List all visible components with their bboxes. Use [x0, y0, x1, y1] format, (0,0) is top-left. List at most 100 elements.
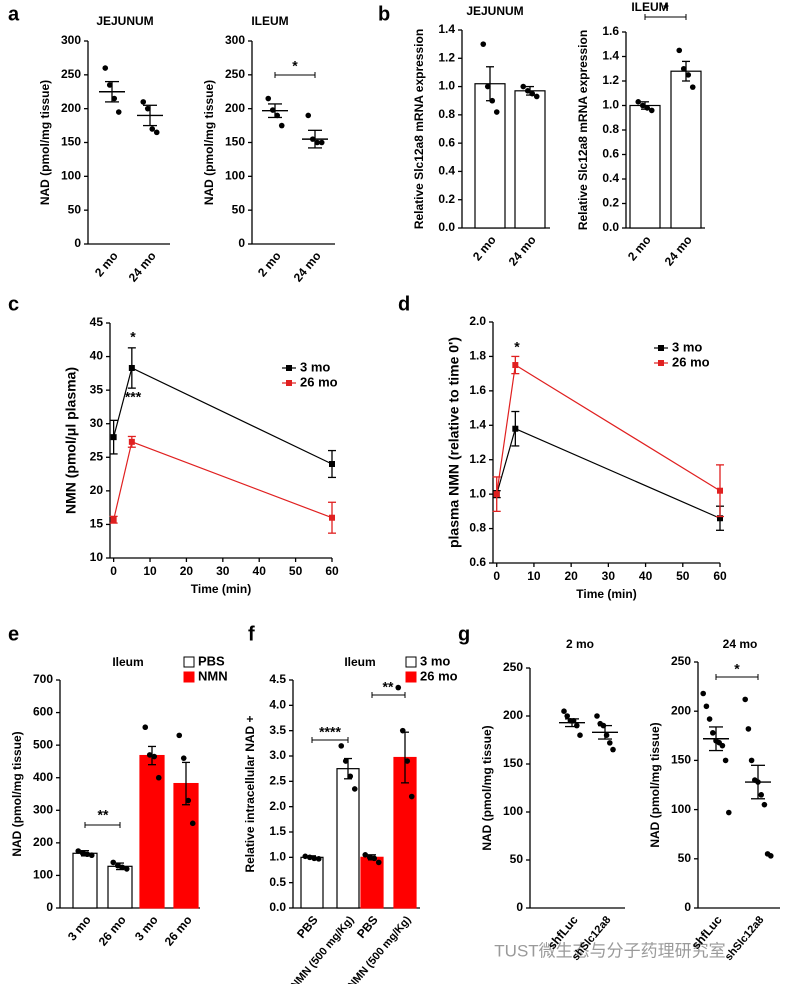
- data-point: [564, 713, 570, 719]
- data-point: [529, 90, 536, 97]
- x-axis-label: Time (min): [576, 587, 636, 601]
- point: [512, 362, 519, 369]
- data-point: [106, 82, 113, 88]
- x-tick-label: NMN (500 mg/Kg): [289, 914, 357, 984]
- legend-label: 3 mo: [672, 339, 702, 354]
- data-point: [680, 65, 687, 72]
- data-point: [375, 859, 382, 866]
- data-point: [408, 793, 415, 800]
- x-tick-label: PBS: [294, 913, 321, 941]
- y-axis-label: plasma NMN (relative to time 0'): [446, 337, 462, 548]
- y-tick-label: 25: [90, 449, 104, 463]
- y-tick-label: 30: [90, 416, 104, 430]
- y-axis-label: NAD (pmol/mg tissue): [480, 725, 494, 850]
- y-tick-label: 50: [678, 851, 692, 865]
- data-point: [153, 129, 160, 136]
- y-tick-label: 0.2: [602, 196, 619, 210]
- data-point: [689, 84, 696, 90]
- data-point: [703, 703, 710, 710]
- watermark: TUST微生态与分子药理研究室: [494, 941, 725, 960]
- x-tick-label: 30: [602, 569, 616, 583]
- panel-letter: b: [378, 3, 390, 25]
- y-tick-label: 2.0: [469, 314, 486, 328]
- y-tick-label: 50: [68, 202, 82, 216]
- data-point: [685, 72, 692, 78]
- data-point: [726, 809, 732, 816]
- data-point: [185, 797, 192, 804]
- data-point: [493, 109, 500, 115]
- x-tick-label: 0: [110, 564, 117, 578]
- legend-swatch: [405, 656, 417, 668]
- x-tick-label: 24 mo: [126, 249, 159, 285]
- legend-label: PBS: [198, 653, 225, 668]
- x-tick-label: 30: [216, 564, 230, 578]
- y-tick-label: 0.0: [269, 900, 286, 914]
- y-axis-label: NAD (pmol/mg tissue): [38, 80, 52, 205]
- y-tick-label: 40: [90, 349, 104, 363]
- y-tick-label: 0.4: [438, 164, 455, 178]
- data-point: [607, 740, 613, 746]
- data-point: [302, 853, 309, 860]
- y-tick-label: 200: [225, 101, 245, 115]
- bar: [300, 856, 324, 909]
- y-tick-label: 250: [671, 654, 691, 668]
- significance: *: [663, 1, 669, 17]
- y-tick-label: 100: [61, 169, 81, 183]
- chart-title: JEJUNUM: [466, 4, 523, 18]
- y-tick-label: 100: [503, 804, 523, 818]
- data-point: [111, 95, 118, 102]
- data-point: [155, 774, 162, 781]
- data-point: [144, 105, 151, 112]
- data-point: [269, 107, 276, 113]
- bar: [514, 90, 546, 229]
- y-tick-label: 0.6: [602, 147, 619, 161]
- y-tick-label: 4.5: [269, 672, 286, 686]
- point: [110, 516, 117, 523]
- data-point: [342, 758, 349, 764]
- y-tick-label: 0: [516, 900, 523, 914]
- data-point: [594, 713, 600, 719]
- y-tick-label: 1.2: [469, 452, 486, 466]
- data-point: [114, 862, 121, 869]
- y-tick-label: 100: [33, 868, 53, 882]
- legend-swatch: [183, 656, 195, 668]
- y-tick-label: 200: [33, 835, 53, 849]
- x-tick-label: 3 mo: [132, 913, 161, 943]
- data-point: [404, 758, 411, 764]
- data-point: [176, 732, 183, 739]
- x-tick-label: PBS: [354, 913, 381, 941]
- data-point: [395, 684, 402, 691]
- data-point: [274, 112, 281, 119]
- data-point: [480, 41, 487, 47]
- y-axis-label: Relative Slc12a8 mRNA expression: [576, 30, 590, 230]
- x-tick-label: 10: [527, 569, 541, 583]
- significance: ***: [125, 389, 142, 405]
- x-axis-label: Time (min): [191, 582, 251, 596]
- x-tick-label: 20: [180, 564, 194, 578]
- significance: *: [514, 339, 520, 355]
- panel-letter: a: [8, 3, 20, 25]
- x-tick-label: 50: [289, 564, 303, 578]
- y-tick-label: 700: [33, 672, 53, 686]
- data-point: [710, 730, 716, 736]
- data-point: [79, 850, 86, 857]
- y-tick-label: 0.6: [469, 555, 486, 569]
- point: [717, 487, 723, 494]
- data-point: [318, 139, 325, 146]
- point: [512, 425, 519, 432]
- point: [128, 364, 135, 371]
- y-axis-label: NAD (pmol/mg tissue): [10, 731, 24, 856]
- data-point: [561, 708, 567, 714]
- panel-letter: g: [458, 623, 470, 645]
- x-tick-label: 40: [639, 569, 653, 583]
- y-tick-label: 0.6: [438, 135, 455, 149]
- data-point: [745, 726, 752, 732]
- data-point: [722, 757, 729, 764]
- data-point: [574, 722, 580, 729]
- point: [717, 515, 723, 522]
- data-point: [761, 801, 768, 808]
- data-point: [189, 820, 196, 827]
- data-point: [748, 757, 755, 764]
- significance: **: [98, 807, 109, 823]
